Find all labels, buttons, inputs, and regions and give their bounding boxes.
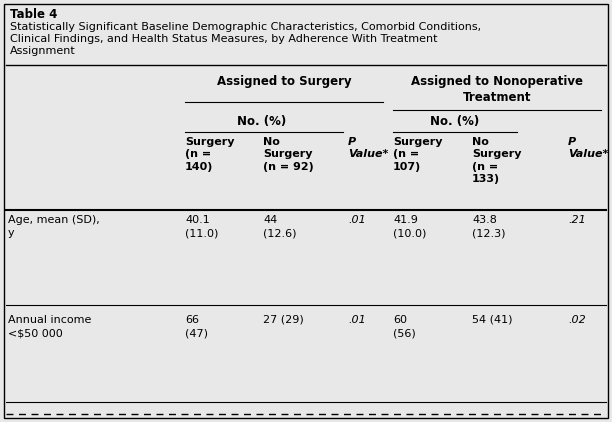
Text: Surgery
(n =
140): Surgery (n = 140) (185, 137, 234, 172)
Text: P
Value*: P Value* (568, 137, 608, 160)
Text: 44
(12.6): 44 (12.6) (263, 215, 296, 238)
Text: Age, mean (SD),
y: Age, mean (SD), y (8, 215, 100, 238)
Text: Assigned to Surgery: Assigned to Surgery (217, 75, 351, 88)
Text: Annual income
<$50 000: Annual income <$50 000 (8, 315, 91, 338)
Text: .21: .21 (568, 215, 586, 225)
Text: No
Surgery
(n =
133): No Surgery (n = 133) (472, 137, 521, 184)
Text: 60
(56): 60 (56) (393, 315, 416, 338)
Text: No. (%): No. (%) (237, 115, 286, 128)
Text: 40.1
(11.0): 40.1 (11.0) (185, 215, 218, 238)
Text: Table 4: Table 4 (10, 8, 58, 21)
Text: .01: .01 (348, 315, 366, 325)
Text: .01: .01 (348, 215, 366, 225)
Text: 66
(47): 66 (47) (185, 315, 208, 338)
Text: 43.8
(12.3): 43.8 (12.3) (472, 215, 506, 238)
Text: Clinical Findings, and Health Status Measures, by Adherence With Treatment: Clinical Findings, and Health Status Mea… (10, 34, 438, 44)
Text: Statistically Significant Baseline Demographic Characteristics, Comorbid Conditi: Statistically Significant Baseline Demog… (10, 22, 481, 32)
Text: 54 (41): 54 (41) (472, 315, 512, 325)
Text: 41.9
(10.0): 41.9 (10.0) (393, 215, 427, 238)
Text: P
Value*: P Value* (348, 137, 389, 160)
Text: Assignment: Assignment (10, 46, 76, 56)
Text: No. (%): No. (%) (430, 115, 480, 128)
Text: No
Surgery
(n = 92): No Surgery (n = 92) (263, 137, 314, 172)
Text: 27 (29): 27 (29) (263, 315, 304, 325)
Text: Surgery
(n =
107): Surgery (n = 107) (393, 137, 442, 172)
Text: Assigned to Nonoperative
Treatment: Assigned to Nonoperative Treatment (411, 75, 583, 104)
Text: .02: .02 (568, 315, 586, 325)
